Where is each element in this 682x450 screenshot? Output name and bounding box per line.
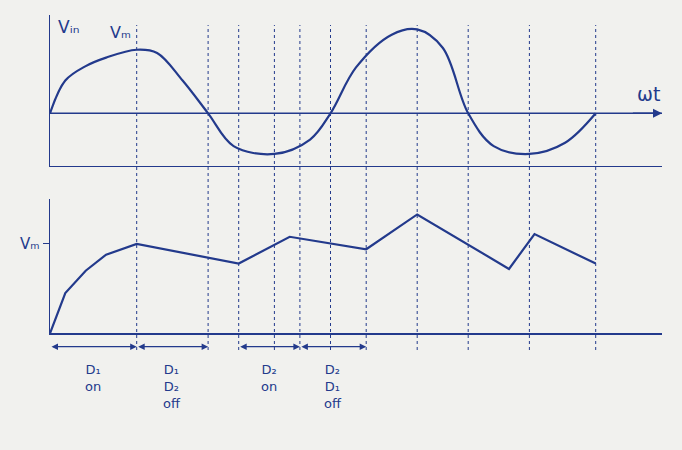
svg-text:D₂on: D₂on xyxy=(261,362,277,394)
svg-text:Vₘ: Vₘ xyxy=(110,23,131,42)
svg-text:D₂D₁off: D₂D₁off xyxy=(324,362,342,411)
svg-text:D₁on: D₁on xyxy=(85,362,101,394)
svg-text:ωt: ωt xyxy=(637,83,660,105)
svg-text:Vᵢₙ: Vᵢₙ xyxy=(58,17,79,37)
svg-text:Vₘ: Vₘ xyxy=(20,235,40,253)
svg-text:D₁D₂off: D₁D₂off xyxy=(163,362,181,411)
